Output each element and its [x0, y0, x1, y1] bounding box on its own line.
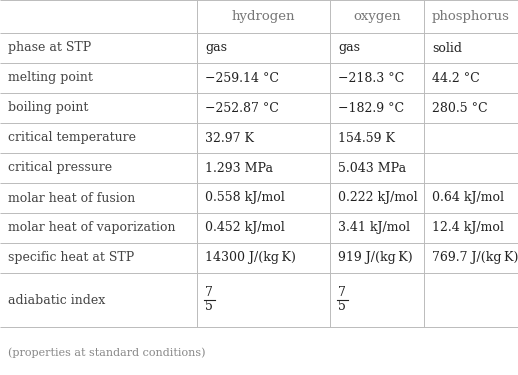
Text: 1.293 MPa: 1.293 MPa — [205, 162, 273, 174]
Text: critical pressure: critical pressure — [8, 162, 112, 174]
Text: 7: 7 — [338, 286, 346, 300]
Text: specific heat at STP: specific heat at STP — [8, 252, 134, 264]
Text: oxygen: oxygen — [353, 10, 401, 23]
Text: boiling point: boiling point — [8, 102, 89, 114]
Text: gas: gas — [338, 42, 360, 54]
Text: −218.3 °C: −218.3 °C — [338, 72, 404, 84]
Text: −252.87 °C: −252.87 °C — [205, 102, 279, 114]
Text: 7: 7 — [205, 286, 213, 300]
Text: (properties at standard conditions): (properties at standard conditions) — [8, 348, 206, 358]
Text: phosphorus: phosphorus — [432, 10, 510, 23]
Text: 0.222 kJ/mol: 0.222 kJ/mol — [338, 192, 418, 204]
Text: adiabatic index: adiabatic index — [8, 294, 105, 306]
Text: 0.452 kJ/mol: 0.452 kJ/mol — [205, 222, 285, 234]
Text: 0.64 kJ/mol: 0.64 kJ/mol — [432, 192, 504, 204]
Text: 44.2 °C: 44.2 °C — [432, 72, 480, 84]
Text: 14300 J/(kg K): 14300 J/(kg K) — [205, 252, 296, 264]
Text: 769.7 J/(kg K): 769.7 J/(kg K) — [432, 252, 518, 264]
Text: melting point: melting point — [8, 72, 93, 84]
Text: 919 J/(kg K): 919 J/(kg K) — [338, 252, 413, 264]
Text: molar heat of vaporization: molar heat of vaporization — [8, 222, 176, 234]
Text: molar heat of fusion: molar heat of fusion — [8, 192, 135, 204]
Text: 5: 5 — [205, 300, 213, 313]
Text: hydrogen: hydrogen — [232, 10, 295, 23]
Text: −182.9 °C: −182.9 °C — [338, 102, 404, 114]
Text: solid: solid — [432, 42, 462, 54]
Text: 5.043 MPa: 5.043 MPa — [338, 162, 406, 174]
Text: 3.41 kJ/mol: 3.41 kJ/mol — [338, 222, 410, 234]
Text: −259.14 °C: −259.14 °C — [205, 72, 279, 84]
Text: gas: gas — [205, 42, 227, 54]
Text: 0.558 kJ/mol: 0.558 kJ/mol — [205, 192, 285, 204]
Text: 32.97 K: 32.97 K — [205, 132, 254, 144]
Text: 280.5 °C: 280.5 °C — [432, 102, 487, 114]
Text: phase at STP: phase at STP — [8, 42, 91, 54]
Text: 12.4 kJ/mol: 12.4 kJ/mol — [432, 222, 504, 234]
Text: 154.59 K: 154.59 K — [338, 132, 395, 144]
Text: critical temperature: critical temperature — [8, 132, 136, 144]
Text: 5: 5 — [338, 300, 346, 313]
